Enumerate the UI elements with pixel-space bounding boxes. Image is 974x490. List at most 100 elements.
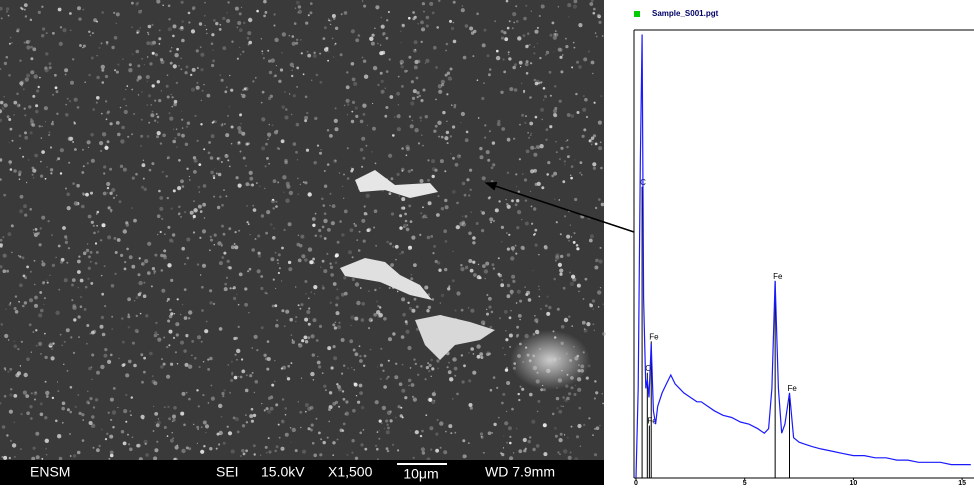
sem-speckle [401,147,404,150]
sem-speckle [410,277,414,281]
sem-speckle [503,70,507,74]
sem-speckle [508,333,513,338]
sem-speckle [444,267,448,272]
sem-speckle [281,32,287,37]
sem-speckle [486,54,490,58]
sem-speckle [206,32,208,35]
sem-speckle [510,310,512,312]
sem-speckle [29,405,33,409]
sem-speckle [379,377,382,381]
sem-speckle [514,203,518,207]
sem-speckle [407,378,412,383]
sem-speckle [571,325,574,327]
sem-speckle [35,232,40,236]
sem-speckle [246,221,249,224]
sem-speckle [445,430,447,433]
sem-speckle [517,190,520,193]
sem-speckle [173,406,177,410]
sem-speckle [217,172,222,177]
sem-speckle [538,285,540,287]
sem-speckle [405,154,408,157]
sem-speckle [383,427,386,430]
sem-speckle [23,301,28,305]
sem-speckle [201,263,207,268]
sem-speckle [353,222,356,225]
sem-speckle [241,424,246,428]
sem-speckle [389,419,393,423]
sem-speckle [157,333,159,336]
sem-speckle [236,358,238,361]
sem-speckle [435,432,439,436]
sem-speckle [30,417,33,420]
sem-speckle [454,309,457,312]
sem-speckle [202,360,205,363]
sem-speckle [334,107,337,110]
sem-speckle [384,87,387,89]
sem-speckle [493,422,497,427]
sem-speckle [509,289,514,294]
sem-speckle [226,259,230,263]
sem-speckle [412,11,415,14]
sem-speckle [564,398,568,402]
sem-speckle [68,161,71,164]
sem-speckle [562,405,564,407]
sem-speckle [88,421,93,425]
sem-speckle [249,234,251,236]
sem-speckle [246,36,250,40]
sem-speckle [77,394,79,396]
sem-speckle [90,261,92,263]
sem-speckle [350,315,355,320]
sem-speckle [159,230,162,234]
sem-speckle [472,236,476,240]
sem-speckle [142,177,145,180]
sem-speckle [515,173,518,176]
sem-speckle [37,10,41,14]
sem-speckle [197,185,201,189]
sem-speckle [40,137,43,139]
sem-speckle [288,267,293,272]
sem-speckle [573,46,576,49]
sem-speckle [409,430,411,432]
sem-speckle [426,216,428,219]
sem-speckle [487,73,491,77]
sem-speckle [581,134,585,138]
sem-speckle [275,200,278,203]
sem-speckle [69,136,74,141]
sem-label: X1,500 [328,464,373,480]
sem-speckle [249,414,254,419]
sem-speckle [21,85,23,87]
sem-speckle [538,14,541,18]
sem-speckle [26,73,31,78]
sem-speckle [435,98,437,101]
sem-speckle [281,419,285,424]
sem-speckle [233,375,238,380]
sem-speckle [3,61,8,66]
sem-speckle [454,162,459,167]
sem-speckle [40,353,42,355]
sem-speckle [55,419,58,423]
sem-speckle [41,260,44,263]
sem-speckle [126,247,129,251]
sem-speckle [113,236,117,240]
sem-speckle [61,421,64,424]
sem-speckle [184,142,189,146]
sem-speckle [26,45,31,50]
sem-speckle [519,385,522,388]
sem-speckle [161,288,166,293]
sem-speckle [440,207,445,211]
sem-speckle [500,29,504,33]
sem-speckle [529,190,532,193]
sem-speckle [306,111,309,115]
sem-speckle [518,158,522,161]
sem-speckle [588,139,592,143]
sem-speckle [541,118,543,121]
sem-speckle [361,302,366,306]
sem-speckle [601,393,603,395]
sem-speckle [150,104,153,106]
sem-speckle [404,396,408,400]
sem-speckle [497,119,501,123]
sem-speckle [329,204,331,207]
sem-speckle [343,11,348,15]
sem-speckle [87,266,91,270]
sem-speckle [218,403,223,409]
